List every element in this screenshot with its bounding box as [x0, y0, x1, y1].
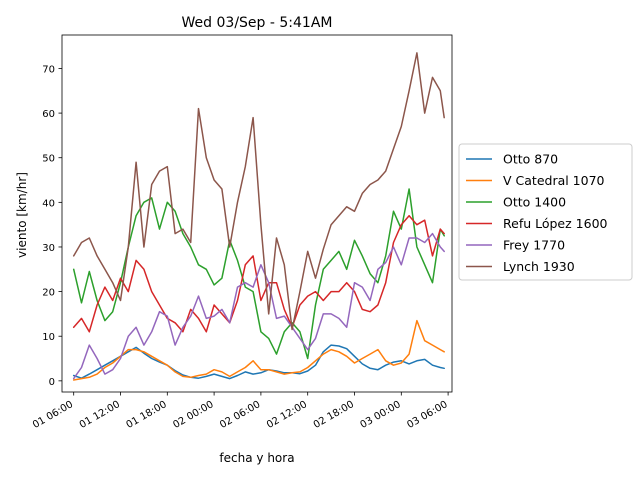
series-line-1 — [72, 319, 445, 381]
y-tick-label-6: 60 — [42, 109, 55, 120]
legend-label-4: Frey 1770 — [503, 238, 565, 253]
axes-frame — [61, 34, 453, 393]
series-line-5 — [72, 52, 445, 331]
y-tick-label-4: 40 — [42, 198, 55, 209]
series-line-3 — [72, 214, 445, 333]
y-tick-label-2: 20 — [42, 288, 55, 299]
legend-label-1: V Catedral 1070 — [503, 173, 605, 188]
series-line-4 — [72, 232, 445, 380]
x-axis-label: fecha y hora — [219, 451, 294, 465]
legend-label-3: Refu López 1600 — [503, 216, 608, 231]
y-tick-label-7: 70 — [42, 64, 55, 75]
legend-box — [458, 143, 633, 281]
legend-label-2: Otto 1400 — [503, 195, 566, 210]
series-line-2 — [72, 188, 445, 360]
series-lines — [72, 52, 445, 381]
y-axis-label: viento [km/hr] — [15, 172, 29, 258]
legend: Otto 870 V Catedral 1070 Otto 1400 Refu Lóp… — [458, 143, 633, 281]
chart-title: Wed 03/Sep - 5:41AM — [182, 15, 333, 31]
y-tick-label-5: 50 — [42, 154, 55, 165]
legend-label-0: Otto 870 — [503, 152, 558, 167]
y-tick-label-0: 0 — [49, 377, 55, 388]
y-tick-label-1: 10 — [42, 332, 55, 343]
series-line-0 — [72, 344, 445, 380]
legend-label-5: Lynch 1930 — [503, 259, 575, 274]
y-tick-label-3: 30 — [42, 243, 55, 254]
